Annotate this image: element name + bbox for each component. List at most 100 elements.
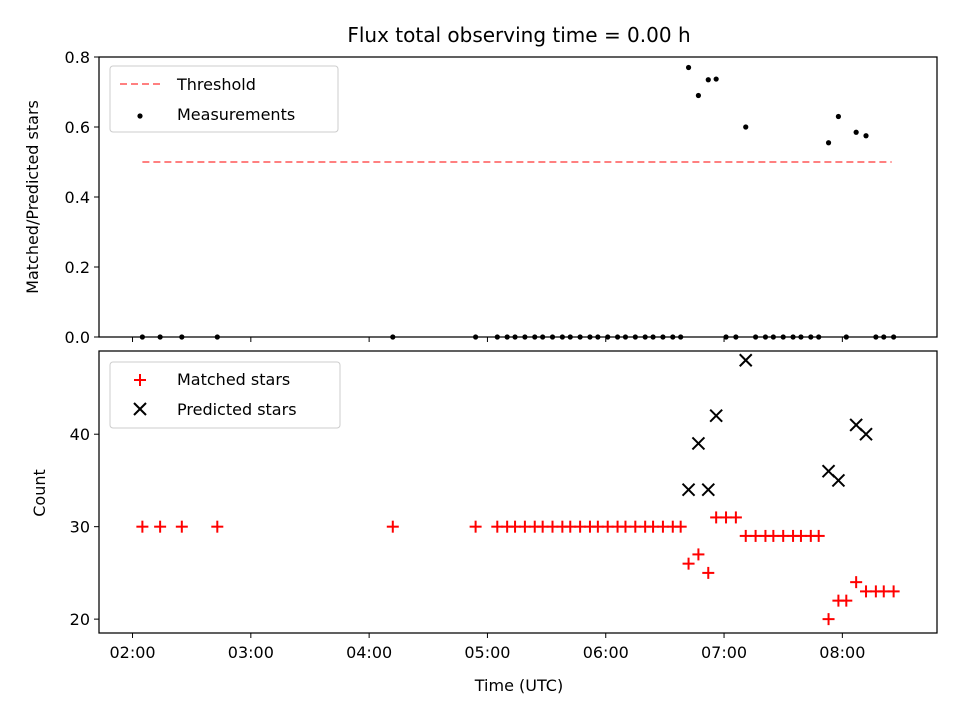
measurement-point	[605, 334, 611, 340]
ratio-y-tick-label: 0.6	[65, 118, 90, 137]
measurement-point	[790, 334, 796, 340]
measurement-point	[780, 334, 786, 340]
measurement-point	[632, 334, 638, 340]
matched-star-point	[840, 594, 853, 607]
matched-star-point	[469, 520, 482, 533]
x-axis-label: Time (UTC)	[474, 676, 563, 695]
matched-star-point	[850, 576, 863, 589]
measurement-point	[835, 113, 842, 120]
matched-star-point	[822, 613, 835, 626]
measurement-point	[891, 334, 897, 340]
measurement-point	[685, 64, 692, 71]
measurement-point	[522, 334, 528, 340]
matched-star-point	[812, 529, 825, 542]
x-tick-label: 03:00	[228, 643, 274, 662]
predicted-star-point	[681, 482, 696, 497]
measurement-point	[567, 334, 573, 340]
measurement-point	[214, 334, 220, 340]
legend-matched-swatch	[134, 374, 146, 386]
measurement-point	[670, 334, 676, 340]
measurement-point	[816, 334, 822, 340]
ratio-y-tick-label: 0.0	[65, 328, 90, 347]
matched-star-point	[887, 585, 900, 598]
measurement-point	[660, 334, 666, 340]
measurement-point	[695, 92, 702, 99]
x-tick-label: 07:00	[701, 643, 747, 662]
predicted-star-point	[701, 482, 715, 497]
measurement-point	[587, 334, 593, 340]
ratio-y-tick-label: 0.2	[65, 258, 90, 277]
predicted-star-point	[691, 436, 706, 451]
matched-star-point	[154, 520, 167, 533]
measurement-point	[705, 77, 711, 83]
measurement-point	[743, 124, 749, 130]
matched-star-point	[175, 520, 188, 533]
matched-star-point	[211, 520, 224, 533]
measurement-point	[549, 334, 556, 340]
measurement-point	[873, 334, 879, 340]
measurement-point	[504, 334, 510, 340]
matched-star-point	[729, 511, 742, 524]
count-legend: Matched stars Predicted stars	[109, 361, 341, 429]
count-legend-box	[109, 361, 341, 429]
measurement-point	[473, 334, 479, 340]
measurement-point	[752, 334, 759, 340]
measurement-point	[622, 334, 629, 340]
measurement-point	[853, 129, 859, 135]
ratio-y-axis-label: Matched/Predicted stars	[23, 100, 42, 294]
measurement-point	[139, 334, 145, 340]
measurement-point	[179, 334, 185, 340]
measurement-point	[770, 334, 776, 340]
count-y-tick-label: 30	[70, 518, 90, 537]
x-tick-label: 04:00	[346, 643, 392, 662]
matched-star-point	[136, 520, 149, 533]
matched-star-point	[386, 520, 399, 533]
ratio-legend-box	[109, 65, 339, 133]
predicted-star-point	[859, 427, 873, 441]
count-y-tick-label: 40	[70, 425, 90, 444]
measurement-point	[863, 133, 869, 139]
matched-star-point	[682, 557, 695, 570]
measurement-point	[390, 334, 396, 340]
measurement-point	[723, 334, 729, 340]
matched-star-point	[692, 548, 705, 561]
legend-matched-label: Matched stars	[177, 370, 290, 389]
matched-star-point	[674, 520, 687, 533]
predicted-star-point	[831, 473, 846, 488]
chart-title: Flux total observing time = 0.00 h	[347, 23, 690, 47]
count-y-tick-label: 20	[70, 610, 90, 629]
measurement-point	[532, 334, 538, 340]
legend-measurements-swatch	[137, 113, 143, 119]
measurement-point	[713, 76, 719, 82]
measurement-point	[642, 334, 648, 340]
legend-measurements-label: Measurements	[177, 105, 295, 124]
legend-predicted-swatch	[133, 402, 147, 416]
measurement-point	[494, 334, 500, 340]
measurement-point	[825, 140, 832, 146]
x-tick-label: 05:00	[464, 643, 510, 662]
measurement-point	[678, 334, 684, 340]
measurement-point	[559, 334, 565, 340]
predicted-star-point	[739, 353, 753, 367]
ratio-y-tick-label: 0.4	[65, 188, 90, 207]
x-tick-label: 08:00	[819, 643, 865, 662]
legend-threshold-label: Threshold	[176, 75, 256, 94]
measurement-point	[577, 334, 583, 340]
measurement-point	[650, 334, 656, 340]
matched-star-point	[702, 566, 715, 579]
count-y-axis-label: Count	[30, 469, 49, 517]
measurement-point	[808, 334, 814, 340]
measurement-point	[733, 334, 739, 340]
count-plot-frame	[98, 350, 938, 634]
count-panel: 20 30 40 02:00 03:00 04:00 05:00 06:00 07:00 08:…	[30, 350, 938, 695]
measurement-point	[843, 334, 849, 340]
predicted-star-point	[709, 409, 723, 423]
measurement-point	[540, 334, 546, 340]
measurement-point	[762, 334, 769, 340]
measurement-point	[157, 334, 163, 340]
measurement-point	[798, 334, 804, 340]
ratio-y-tick-label: 0.8	[65, 48, 90, 67]
measurement-point	[512, 334, 518, 340]
ratio-panel: 0.00.20.40.60.8 Matched/Predicted stars …	[23, 48, 938, 347]
x-tick-label: 02:00	[109, 643, 155, 662]
